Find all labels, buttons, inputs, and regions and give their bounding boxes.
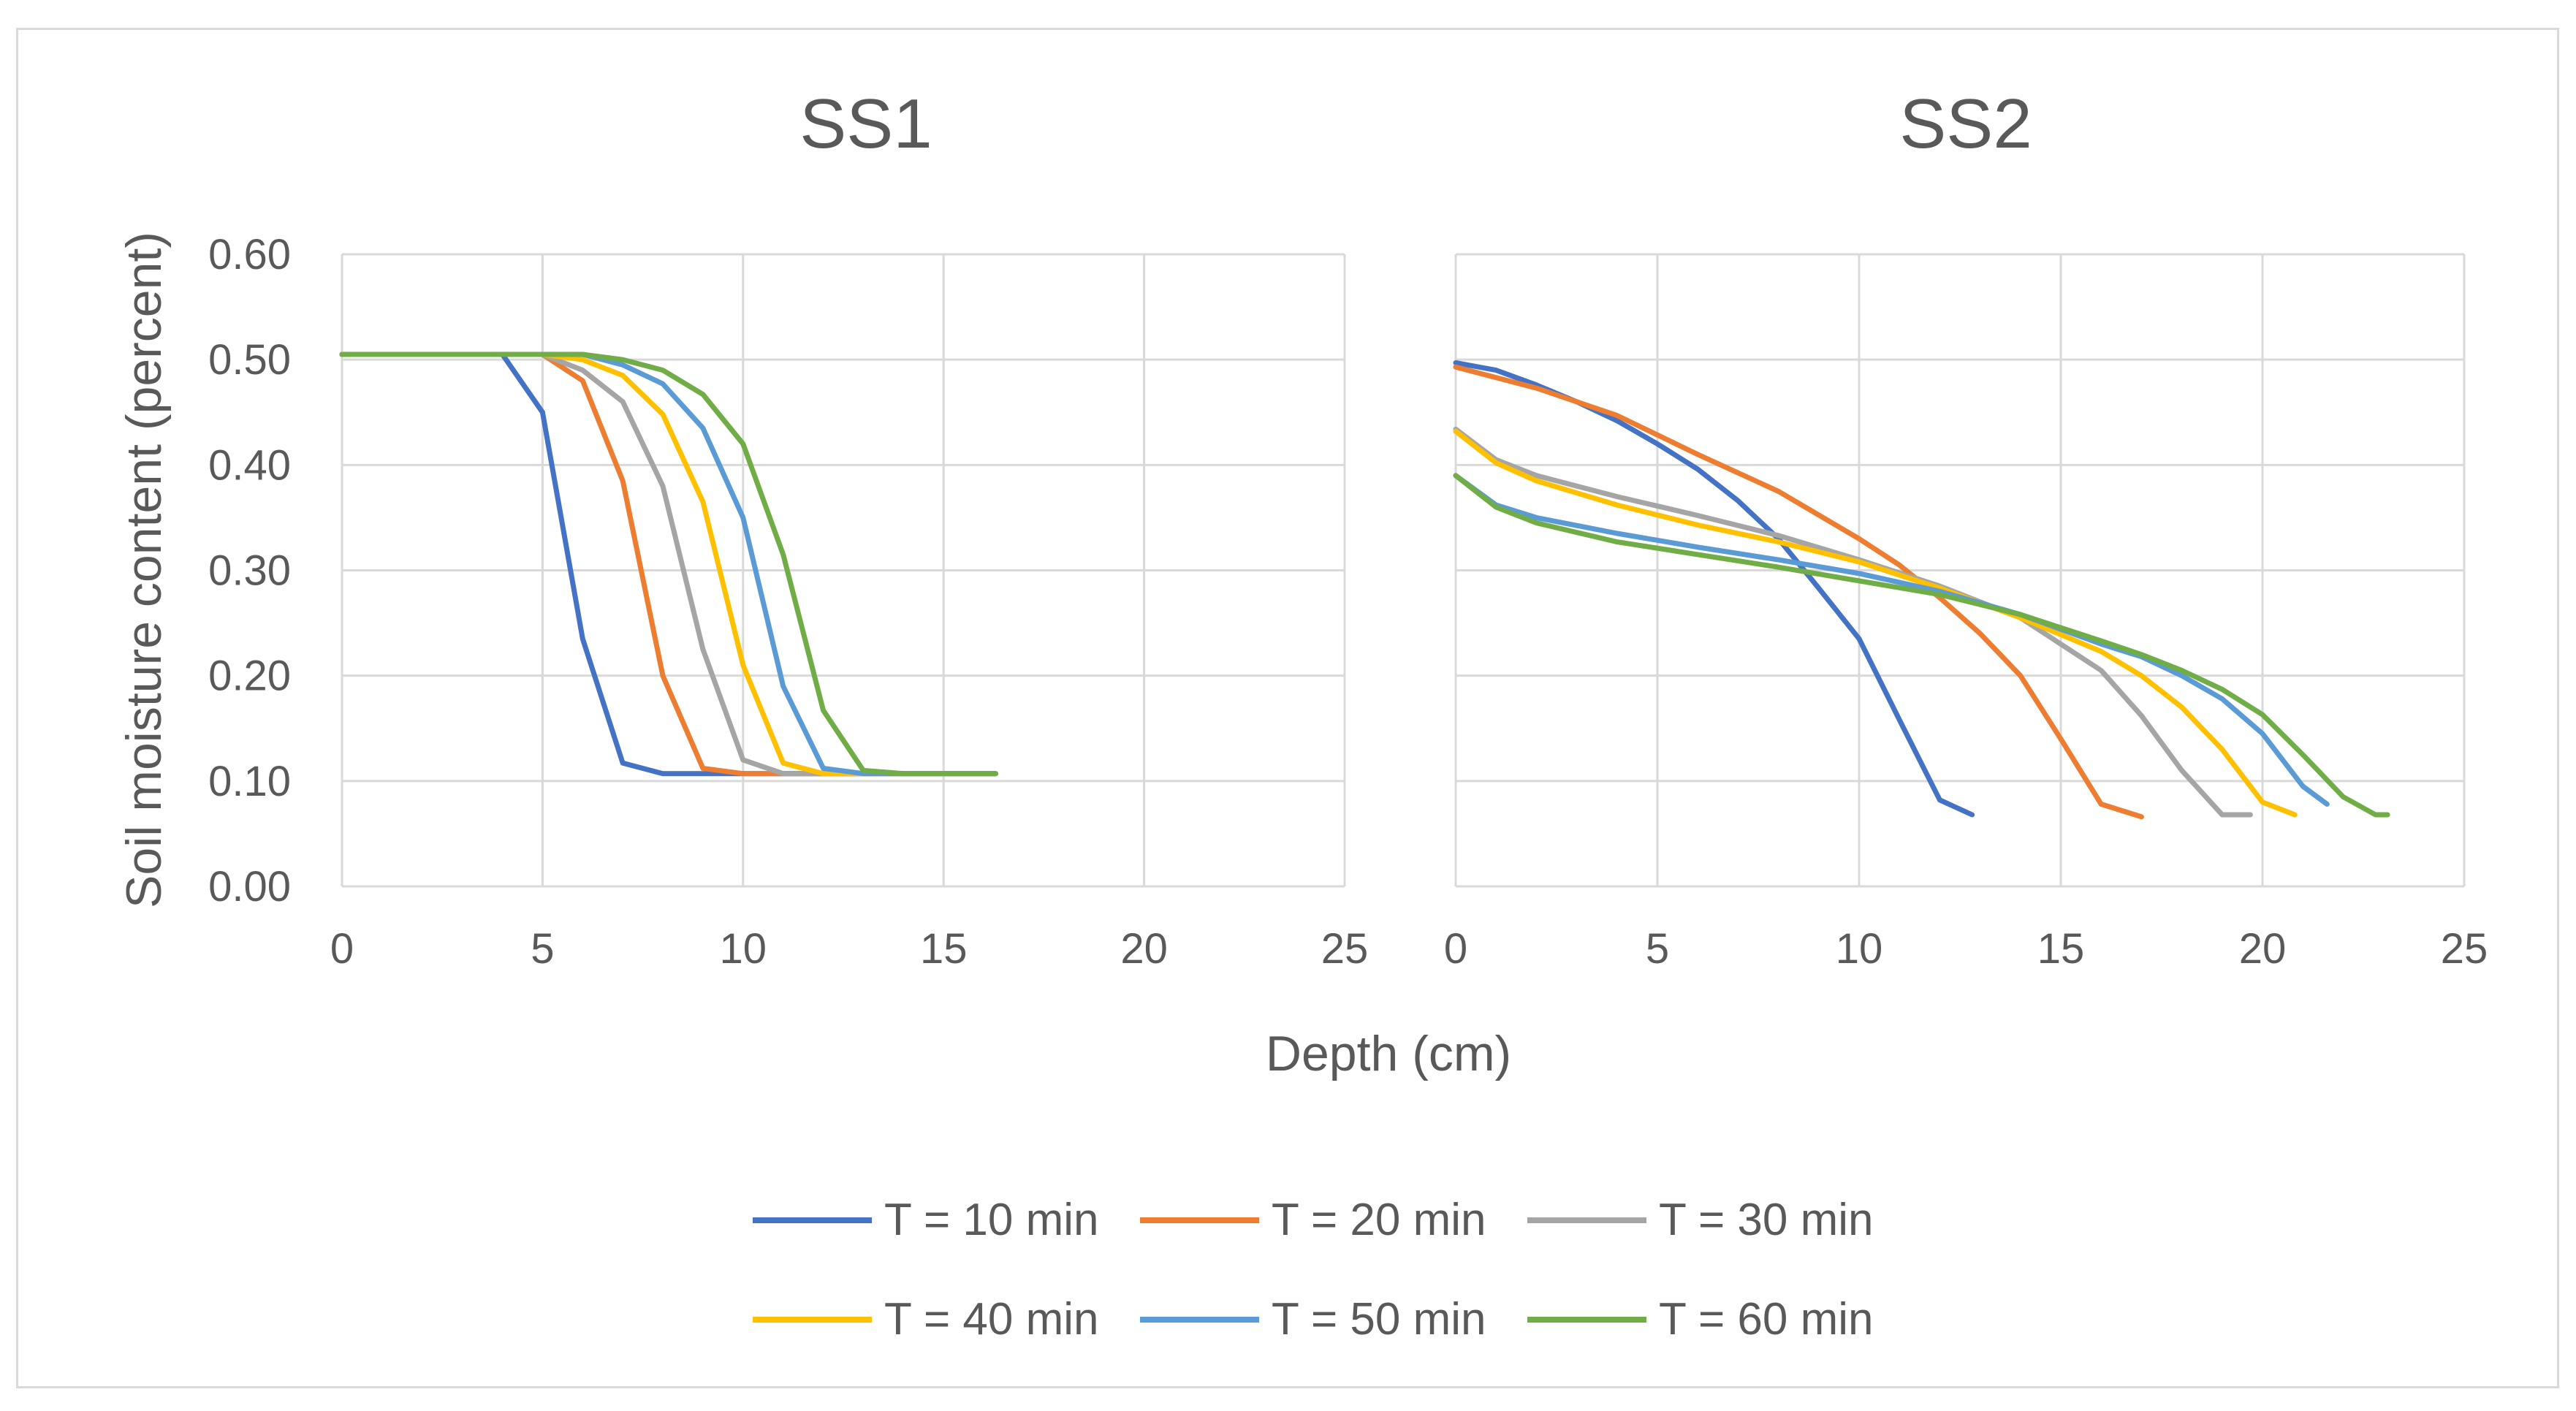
legend-label: T = 20 min [1272,1195,1486,1245]
y-axis-label: Soil moisture content (percent) [116,232,172,908]
series-line-50min-ss2 [1453,473,2330,807]
x-tick-label: 20 [1120,925,1168,973]
legend-item: T = 50 min [1140,1294,1486,1345]
legend-item: T = 30 min [1527,1195,1874,1245]
legend-item: T = 20 min [1140,1195,1486,1245]
x-tick-label: 5 [531,925,554,973]
y-tick-label: 0.20 [208,653,291,700]
x-tick-label: 20 [2239,925,2287,973]
chart-title-ss1: SS1 [799,85,932,163]
y-tick-label: 0.50 [208,336,291,384]
x-tick-label: 5 [1646,925,1669,973]
plot-panel-ss1: 0 5 10 15 20 25 0.00 0.10 0.20 0.30 0.40 0.50 0.60 [208,231,1368,973]
y-tick-label: 0.00 [208,863,291,910]
legend-label: T = 10 min [884,1195,1099,1245]
series-line-40min-ss2 [1453,428,2298,818]
series-line-30min-ss2 [1453,426,2253,818]
y-tick-label: 0.10 [208,758,291,805]
series-line-50min-ss1 [339,351,998,777]
x-tick-label: 0 [1444,925,1467,973]
x-tick-label: 15 [920,925,968,973]
legend-label: T = 30 min [1659,1195,1874,1245]
chart-title-ss2: SS2 [1899,85,2032,163]
legend-label: T = 60 min [1659,1294,1874,1345]
legend-item: T = 60 min [1527,1294,1874,1345]
y-tick-label: 0.60 [208,231,291,278]
series-line-60min-ss1 [339,351,998,777]
legend-item: T = 10 min [753,1195,1099,1245]
y-tick-label: 0.30 [208,547,291,595]
x-tick-label: 25 [2441,925,2488,973]
series-line-10min-ss1 [339,351,998,777]
plot-panel-ss2: 0 5 10 15 20 25 [1444,253,2488,973]
legend-label: T = 40 min [884,1294,1099,1345]
x-tick-label: 25 [1321,925,1369,973]
x-tick-label: 0 [330,925,354,973]
series-line-30min-ss1 [339,351,998,777]
legend-label: T = 50 min [1272,1294,1486,1345]
x-tick-label: 15 [2037,925,2085,973]
series-line-40min-ss1 [339,351,998,777]
x-axis-label: Depth (cm) [1266,1026,1511,1081]
series-line-20min-ss1 [339,351,998,777]
x-tick-label: 10 [1836,925,1883,973]
series-line-60min-ss2 [1453,473,2390,818]
legend-item: T = 40 min [753,1294,1099,1345]
series-line-20min-ss2 [1453,364,2144,820]
x-tick-label: 10 [720,925,767,973]
y-tick-label: 0.40 [208,441,291,489]
